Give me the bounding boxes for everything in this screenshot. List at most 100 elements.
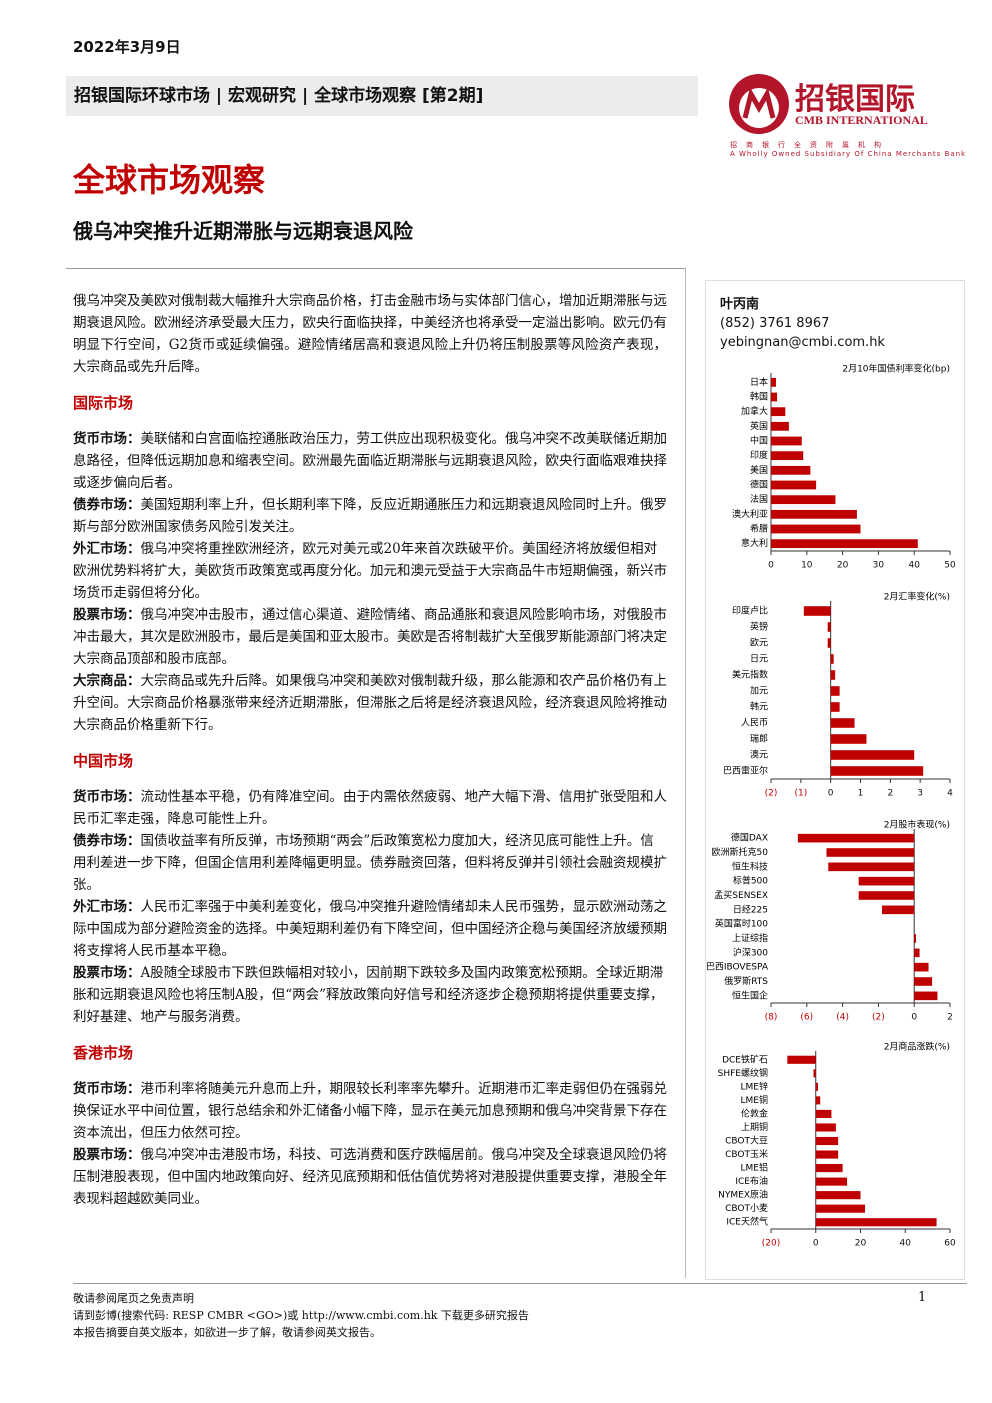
footer: 敬请参阅尾页之免责声明 请到彭博(搜索代码: RESP CMBR <GO>)或 … — [73, 1283, 967, 1341]
bar — [815, 1164, 843, 1173]
item-label: 股票市场： — [73, 607, 141, 623]
bullet-item: 股票市场：A股随全球股市下跌但跌幅相对较小，因前期下跌较多及国内政策宽松预期。全… — [73, 962, 667, 1028]
logo-icon — [729, 74, 789, 134]
x-tick-label: 1 — [858, 789, 864, 799]
bar — [815, 1218, 937, 1227]
bar — [771, 524, 861, 534]
bar — [771, 451, 804, 461]
breadcrumb: 招银国际环球市场 | 宏观研究 | 全球市场观察 [第2期] — [66, 76, 698, 116]
bullet-item: 股票市场：俄乌冲突冲击港股市场，科技、可选消费和医疗跌幅居前。俄乌冲突及全球衰退… — [73, 1144, 667, 1210]
logo-en: CMB INTERNATIONAL — [795, 113, 928, 127]
category-label: CBOT玉米 — [725, 1148, 768, 1160]
bar — [815, 1150, 839, 1159]
bar — [815, 1096, 821, 1105]
bar — [914, 977, 933, 986]
bar — [771, 509, 857, 519]
bar — [815, 1109, 832, 1118]
bar — [771, 436, 802, 446]
bar — [914, 948, 920, 958]
bullet-item: 货币市场：港币利率将随美元升息而上升，期限较长利率率先攀升。近期港币汇率走弱但仍… — [73, 1078, 667, 1144]
x-tick-label: (4) — [836, 1013, 849, 1023]
category-label: 瑞郎 — [750, 733, 768, 745]
date: 2022年3月9日 — [73, 38, 181, 56]
bar — [830, 734, 867, 744]
category-label: 印度卢比 — [732, 605, 768, 617]
title: 全球市场观察 — [73, 161, 266, 199]
chart-title: 2月商品涨跌(%) — [884, 1041, 950, 1053]
category-label: 加元 — [750, 686, 768, 697]
x-tick-label: (6) — [800, 1013, 813, 1023]
category-label: 韩元 — [750, 701, 768, 713]
x-tick-label: (20) — [762, 1239, 780, 1249]
category-label: 欧元 — [750, 637, 768, 649]
category-label: 恒生国企 — [732, 989, 768, 1001]
page-number: 1 — [918, 1290, 927, 1305]
bloomberg: 请到彭博(搜索代码: RESP CMBR <GO>)或 http://www.c… — [73, 1309, 529, 1322]
category-label: 恒生科技 — [732, 860, 768, 872]
item-label: 股票市场： — [73, 965, 141, 981]
category-label: 加拿大 — [741, 405, 768, 417]
category-label: 德国 — [750, 479, 768, 491]
rule — [685, 268, 686, 1278]
item-text: 美联储和白宫面临控通胀政治压力，劳工供应出现积极变化。俄乌冲突不改美联储近期加息… — [73, 431, 667, 491]
bar — [858, 876, 915, 886]
item-text: A股随全球股市下跌但跌幅相对较小，因前期下跌较多及国内政策宽松预期。全球近期滞胀… — [73, 965, 664, 1025]
bar — [771, 392, 778, 402]
bar — [815, 1191, 861, 1200]
bar — [803, 606, 831, 616]
bar — [830, 670, 836, 680]
bar — [827, 638, 831, 648]
logo-name: 招银国际 — [795, 82, 915, 117]
category-label: ICE布油 — [735, 1175, 768, 1187]
item-text: 俄乌冲突冲击股市，通过信心渠道、避险情绪、商品通胀和衰退风险影响市场，对俄股市冲… — [73, 607, 667, 667]
x-tick-label: 0 — [813, 1239, 819, 1249]
category-label: 意大利 — [741, 537, 768, 549]
category-label: NYMEX原油 — [718, 1189, 768, 1201]
x-tick-label: 20 — [855, 1239, 867, 1249]
bar — [826, 848, 915, 857]
item-label: 外汇市场： — [73, 899, 141, 915]
chart: 2月汇率变化(%) (2) (1) 0 1 2 3 4 印度卢比英镑欧元日元美元指数加元韩元人民… — [723, 591, 953, 799]
summary: 俄乌冲突及美欧对俄制裁大幅推升大宗商品价格，打击金融市场与实体部门信心，增加近期… — [73, 293, 667, 375]
bar — [815, 1136, 839, 1146]
x-tick-label: 2 — [887, 789, 893, 799]
x-tick-label: 40 — [908, 561, 920, 571]
category-label: 巴西雷亚尔 — [723, 765, 768, 777]
bar — [858, 891, 915, 900]
bar — [830, 654, 834, 664]
category-label: 欧洲斯托克50 — [712, 846, 769, 858]
author-name: 叶丙南 — [720, 297, 760, 312]
item-text: 港币利率将随美元升息而上升，期限较长利率率先攀升。近期港币汇率走弱但仍在强弱兑换… — [73, 1081, 667, 1141]
bar — [787, 1055, 816, 1064]
chart: 2月股市表现(%) (8) (6) (4) (2) 0 2 德国DAX 欧洲斯托克50 恒生科技标… — [706, 819, 953, 1023]
sidebar — [705, 280, 965, 1280]
category-label: 印度 — [750, 449, 768, 461]
category-label: 英国富时100 — [715, 918, 768, 930]
item-label: 大宗商品： — [73, 673, 141, 689]
category-label: 标普500 — [733, 875, 768, 887]
bar — [830, 686, 840, 696]
item-text: 大宗商品或先升后降。如果俄乌冲突和美欧对俄制裁升级，那么能源和农产品价格仍有上升… — [73, 673, 667, 733]
category-label: 韩国 — [750, 391, 768, 403]
item-label: 债券市场： — [73, 497, 141, 513]
bar — [813, 1069, 816, 1078]
bar — [815, 1204, 865, 1213]
bar — [881, 905, 915, 915]
bar — [830, 702, 840, 712]
bullet-item: 外汇市场：俄乌冲突将重挫欧洲经济，欧元对美元或20年来首次跌破平价。美国经济将放… — [73, 538, 667, 604]
bar — [771, 407, 786, 417]
category-label: LME锌 — [741, 1080, 768, 1092]
bar — [815, 1082, 818, 1091]
item-text: 人民币汇率强于中美利差变化，俄乌冲突推升避险情绪却未人民币强势，显示欧洲动荡之际… — [73, 899, 667, 959]
category-label: 美国 — [750, 464, 768, 476]
category-label: 人民币 — [741, 718, 768, 729]
bar — [828, 862, 915, 872]
bar — [771, 539, 918, 549]
bar — [830, 718, 855, 728]
bar — [771, 465, 811, 475]
x-tick-label: 0 — [911, 1013, 917, 1023]
bar — [830, 750, 915, 760]
bar — [830, 766, 924, 776]
x-tick-label: 0 — [768, 561, 774, 571]
